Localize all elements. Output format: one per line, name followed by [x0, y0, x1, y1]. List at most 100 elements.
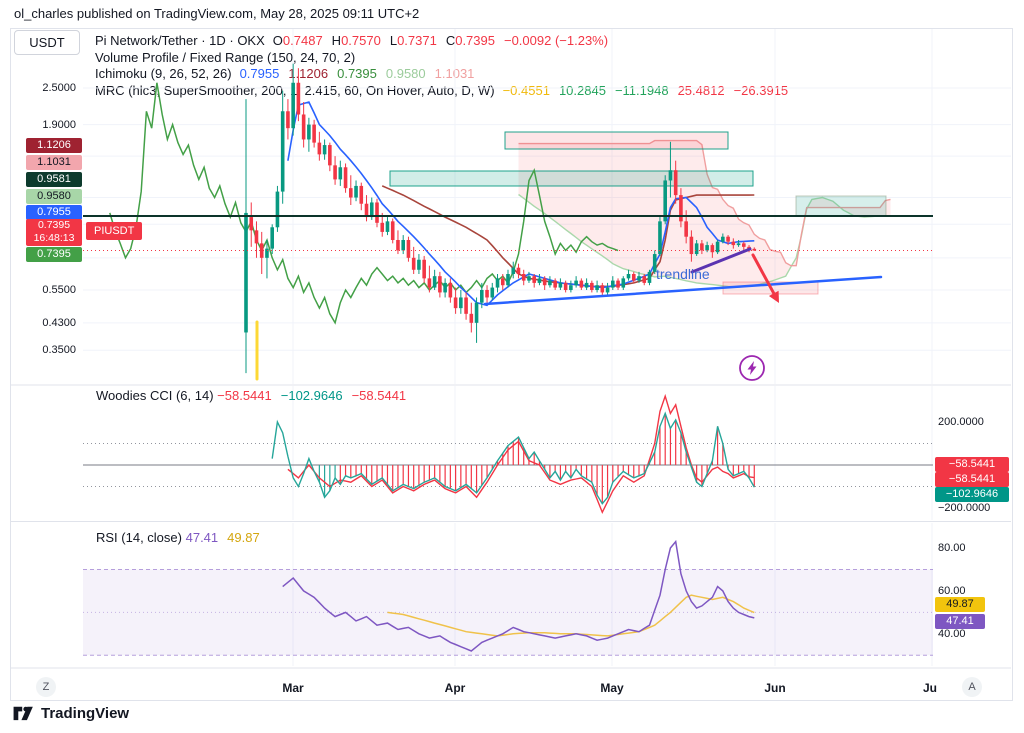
ohlc-field: L0.7371	[389, 33, 437, 48]
rsi-values: 47.41 49.87	[186, 530, 269, 545]
candle-body	[307, 124, 311, 140]
mrc-value: 10.2845	[558, 82, 606, 98]
cci-pane	[83, 393, 933, 515]
rsi-legend: RSI (14, close) 47.41 49.87	[96, 530, 269, 545]
price-scale-label: 0.3500	[42, 344, 76, 357]
mrc-value: 25.4812	[677, 82, 725, 98]
candle-body	[249, 217, 254, 231]
candle-body	[721, 236, 725, 242]
candlestick-series	[244, 63, 757, 374]
price-zone-box[interactable]	[389, 170, 754, 187]
symbol-price-tag: PIUSDT	[86, 222, 143, 240]
candle-body	[485, 289, 489, 298]
arrow-drawing[interactable]	[751, 253, 777, 298]
price-zone-box[interactable]	[795, 195, 887, 217]
ohlc-field: H0.7570	[331, 33, 381, 48]
published-header: ol_charles published on TradingView.com,…	[14, 6, 420, 21]
time-axis-label: Ju	[922, 681, 938, 695]
candle-body	[684, 221, 688, 237]
rsi-value: 47.41	[185, 530, 219, 545]
trendline-drawing[interactable]	[483, 275, 883, 306]
symbol-search-label: USDT	[29, 35, 65, 50]
candle-body	[438, 276, 442, 293]
price-scale-badge: 0.9581	[26, 171, 82, 187]
cci-label: Woodies CCI (6, 14)	[96, 388, 214, 403]
candle-body	[500, 278, 505, 286]
time-axis-label: Apr	[444, 681, 466, 695]
candle-body	[521, 274, 526, 281]
candle-body	[469, 313, 474, 323]
cci-value: −102.9646	[280, 388, 343, 403]
ichimoku-value: 0.7955	[239, 66, 280, 81]
candle-body	[427, 278, 432, 288]
candle-body	[422, 259, 426, 279]
cci-value: −58.5441	[351, 388, 407, 403]
candle-body	[611, 280, 615, 288]
timezone-button[interactable]: Z	[36, 677, 56, 697]
candle-body	[595, 285, 599, 290]
arrow-head	[768, 290, 779, 303]
candle-body	[731, 241, 736, 246]
candle-body	[259, 243, 264, 258]
candle-body	[291, 82, 295, 129]
trendline-text-annotation[interactable]: trendline	[656, 266, 710, 282]
symbol-search-box[interactable]: USDT	[14, 30, 80, 55]
price-scale-badge: 1.1206	[26, 137, 82, 153]
rsi-pane	[83, 539, 933, 656]
price-change: −0.0092 (−1.23%)	[503, 33, 609, 48]
candle-body	[642, 276, 647, 283]
candle-body	[569, 285, 573, 290]
main-pane	[83, 63, 1011, 381]
candle-body	[401, 240, 405, 251]
rsi-value: 49.87	[227, 530, 260, 545]
tradingview-footer[interactable]: TradingView	[12, 703, 129, 723]
candle-body	[443, 282, 447, 293]
cci-turbo-line	[287, 393, 755, 515]
candle-body	[380, 222, 385, 232]
time-axis-label: Mar	[282, 681, 304, 695]
auto-scale-button[interactable]: A	[962, 677, 982, 697]
candle-body	[464, 297, 468, 314]
rsi-label: RSI (14, close)	[96, 530, 182, 545]
trendline-drawing[interactable]	[690, 247, 752, 274]
candle-body	[490, 287, 495, 298]
candle-body	[296, 82, 301, 115]
rsi-scale-label: 60.00	[938, 584, 966, 597]
candle-body	[668, 170, 673, 181]
price-scale-label: 0.4300	[42, 316, 76, 329]
candle-body	[621, 278, 626, 288]
rsi-scale-badge: 47.41	[935, 613, 985, 629]
candle-body	[506, 274, 510, 286]
candle-body	[312, 124, 316, 143]
bar-countdown: 16:48:13	[33, 231, 75, 244]
candle-body	[275, 191, 280, 228]
candle-body	[590, 282, 594, 290]
cci-values: −58.5441 −102.9646 −58.5441	[217, 388, 415, 403]
candle-body	[411, 257, 416, 270]
candle-body	[605, 287, 610, 293]
ichimoku-value: 0.9580	[385, 66, 426, 81]
price-zone-box[interactable]	[504, 131, 729, 150]
candle-body	[369, 202, 374, 218]
candle-body	[511, 267, 516, 275]
candle-body	[317, 142, 322, 155]
rsi-scale-label: 40.00	[938, 627, 966, 640]
rsi-scale-label: 80.00	[938, 542, 966, 554]
candle-body	[453, 297, 458, 309]
price-scale-badge: 0.7955	[26, 204, 82, 220]
price-scale-badge: 1.1031	[26, 154, 82, 170]
candle-body	[558, 282, 563, 288]
candle-body	[600, 285, 605, 293]
candle-body	[328, 145, 332, 166]
candle-body	[747, 246, 751, 249]
ohlc-values: O0.7487 H0.7570 L0.7371 C0.7395 −0.0092 (−1.…	[273, 33, 617, 48]
current-price-badge: 0.7395 16:48:13	[26, 218, 82, 246]
rsi-scale-badge: 49.87	[935, 596, 985, 612]
candle-body	[333, 165, 337, 180]
candle-body	[301, 114, 306, 140]
candle-body	[385, 221, 390, 232]
candle-body	[390, 221, 395, 241]
candle-body	[286, 111, 290, 129]
candle-body	[270, 227, 274, 249]
